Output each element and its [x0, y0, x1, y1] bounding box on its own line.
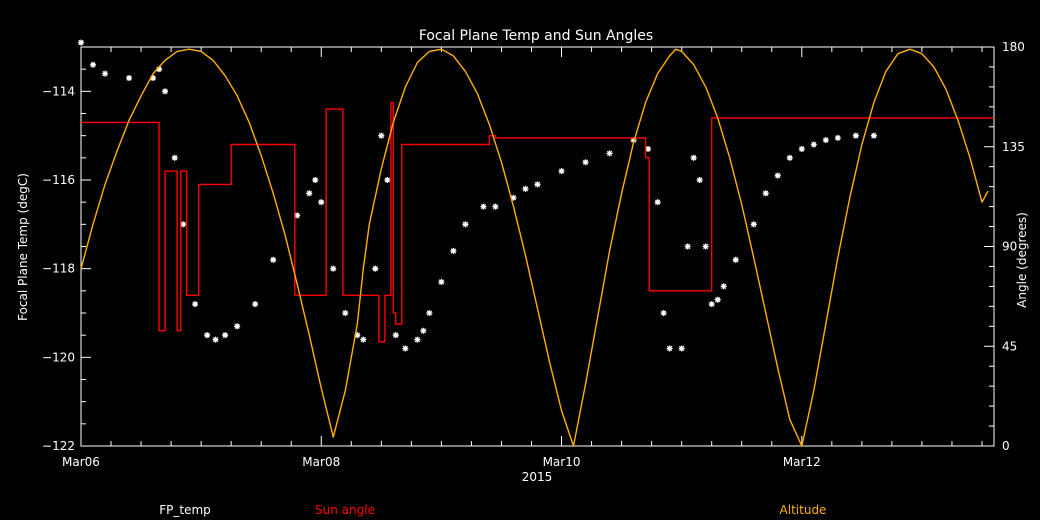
fp-temp-point	[762, 190, 769, 197]
fp-temp-point	[732, 256, 739, 263]
legend-item-sun-angle: Sun angle	[315, 503, 375, 517]
fp-temp-point	[666, 345, 673, 352]
fp-temp-point	[414, 336, 421, 343]
fp-temp-point	[150, 75, 157, 82]
y-right-tick-label: 135	[1002, 140, 1025, 154]
y-left-tick-label: −116	[42, 173, 75, 187]
legend-item-fp-temp: FP_temp	[159, 503, 211, 517]
fp-temp-point	[360, 336, 367, 343]
fp-temp-point	[810, 141, 817, 148]
fp-temp-point	[822, 137, 829, 144]
fp-temp-point	[192, 301, 199, 308]
legend-item-altitude: Altitude	[780, 503, 827, 517]
x-tick-label: Mar10	[543, 455, 581, 469]
fp-temp-point	[852, 132, 859, 139]
fp-temp-point	[392, 332, 399, 339]
axis-ticks: Mar06 Mar08 Mar10 Mar12 −122 −120 −118 −116 −114…	[42, 40, 1025, 469]
fp-temp-point	[690, 154, 697, 161]
fp-temp-point	[582, 159, 589, 166]
series-layer	[78, 39, 994, 447]
fp-temp-point	[678, 345, 685, 352]
fp-temp-point	[384, 177, 391, 183]
chart-title: Focal Plane Temp and Sun Angles	[419, 28, 653, 44]
y-right-tick-label: 45	[1002, 339, 1017, 353]
y-right-tick-label: 90	[1002, 240, 1017, 254]
fp-temp-point	[492, 203, 499, 210]
fp-temp-point	[180, 221, 187, 228]
y-right-tick-label: 180	[1002, 40, 1025, 54]
fp-temp-point	[426, 310, 433, 316]
series-fp-temp-markers	[78, 39, 877, 352]
x-tick-label: Mar08	[302, 455, 340, 469]
y-axis-left-label: Focal Plane Temp (degC)	[16, 173, 30, 321]
fp-temp-point	[480, 203, 487, 210]
fp-temp-point	[342, 310, 349, 316]
fp-temp-point	[102, 70, 109, 77]
fp-temp-point	[708, 301, 715, 308]
fp-temp-point	[171, 154, 178, 161]
legend: FP_temp Sun angle Altitude	[159, 503, 826, 517]
fp-temp-point	[270, 256, 277, 263]
fp-temp-point	[330, 265, 337, 272]
y-left-tick-label: −120	[42, 350, 75, 364]
fp-temp-point	[204, 332, 211, 339]
fp-temp-point	[750, 221, 757, 228]
fp-temp-point	[318, 199, 325, 206]
fp-temp-point	[306, 190, 313, 197]
fp-temp-point	[522, 185, 529, 192]
fp-temp-point	[438, 278, 445, 285]
fp-temp-point	[212, 336, 219, 343]
fp-temp-point	[558, 168, 565, 175]
fp-temp-point	[720, 283, 727, 290]
fp-temp-point	[450, 247, 457, 254]
fp-temp-point	[354, 332, 361, 339]
y-axis-right-label: Angle (degrees)	[1015, 212, 1029, 308]
fp-temp-point	[654, 199, 661, 206]
x-tick-label: Mar06	[62, 455, 100, 469]
plot-frame	[80, 46, 995, 447]
fp-temp-point	[372, 265, 379, 272]
fp-temp-point	[78, 39, 84, 46]
fp-temp-point	[156, 66, 163, 73]
y-left-tick-label: −114	[42, 84, 75, 98]
fp-temp-point	[714, 296, 721, 303]
fp-temp-point	[222, 332, 229, 339]
x-axis-label: 2015	[522, 470, 553, 484]
y-right-tick-label: 0	[1002, 439, 1010, 453]
fp-temp-point	[402, 345, 409, 352]
fp-temp-point	[420, 327, 427, 334]
fp-temp-point	[294, 212, 301, 219]
fp-temp-point	[870, 132, 877, 139]
fp-temp-point	[696, 177, 703, 183]
fp-temp-point	[702, 243, 709, 250]
x-tick-label: Mar12	[783, 455, 821, 469]
fp-temp-point	[645, 145, 652, 152]
fp-temp-point	[462, 221, 469, 228]
fp-temp-point	[126, 75, 133, 82]
fp-temp-point	[684, 243, 691, 250]
fp-temp-point	[534, 181, 541, 188]
fp-temp-point	[786, 154, 793, 161]
fp-temp-point	[312, 177, 319, 183]
fp-temp-point	[252, 301, 259, 308]
fp-temp-point	[606, 150, 613, 157]
fp-temp-point	[378, 132, 385, 139]
series-line-altitude	[80, 48, 989, 447]
fp-temp-point	[234, 323, 241, 330]
y-left-tick-label: −122	[42, 439, 75, 453]
fp-temp-point	[510, 194, 517, 201]
fp-temp-point	[162, 88, 169, 95]
y-left-tick-label: −118	[42, 262, 75, 276]
fp-temp-point	[834, 134, 841, 141]
fp-temp-point	[798, 145, 805, 152]
fp-temp-point	[774, 172, 781, 179]
fp-temp-point	[660, 310, 667, 316]
series-line-sun-angle	[81, 101, 994, 343]
fp-temp-point	[90, 61, 97, 68]
